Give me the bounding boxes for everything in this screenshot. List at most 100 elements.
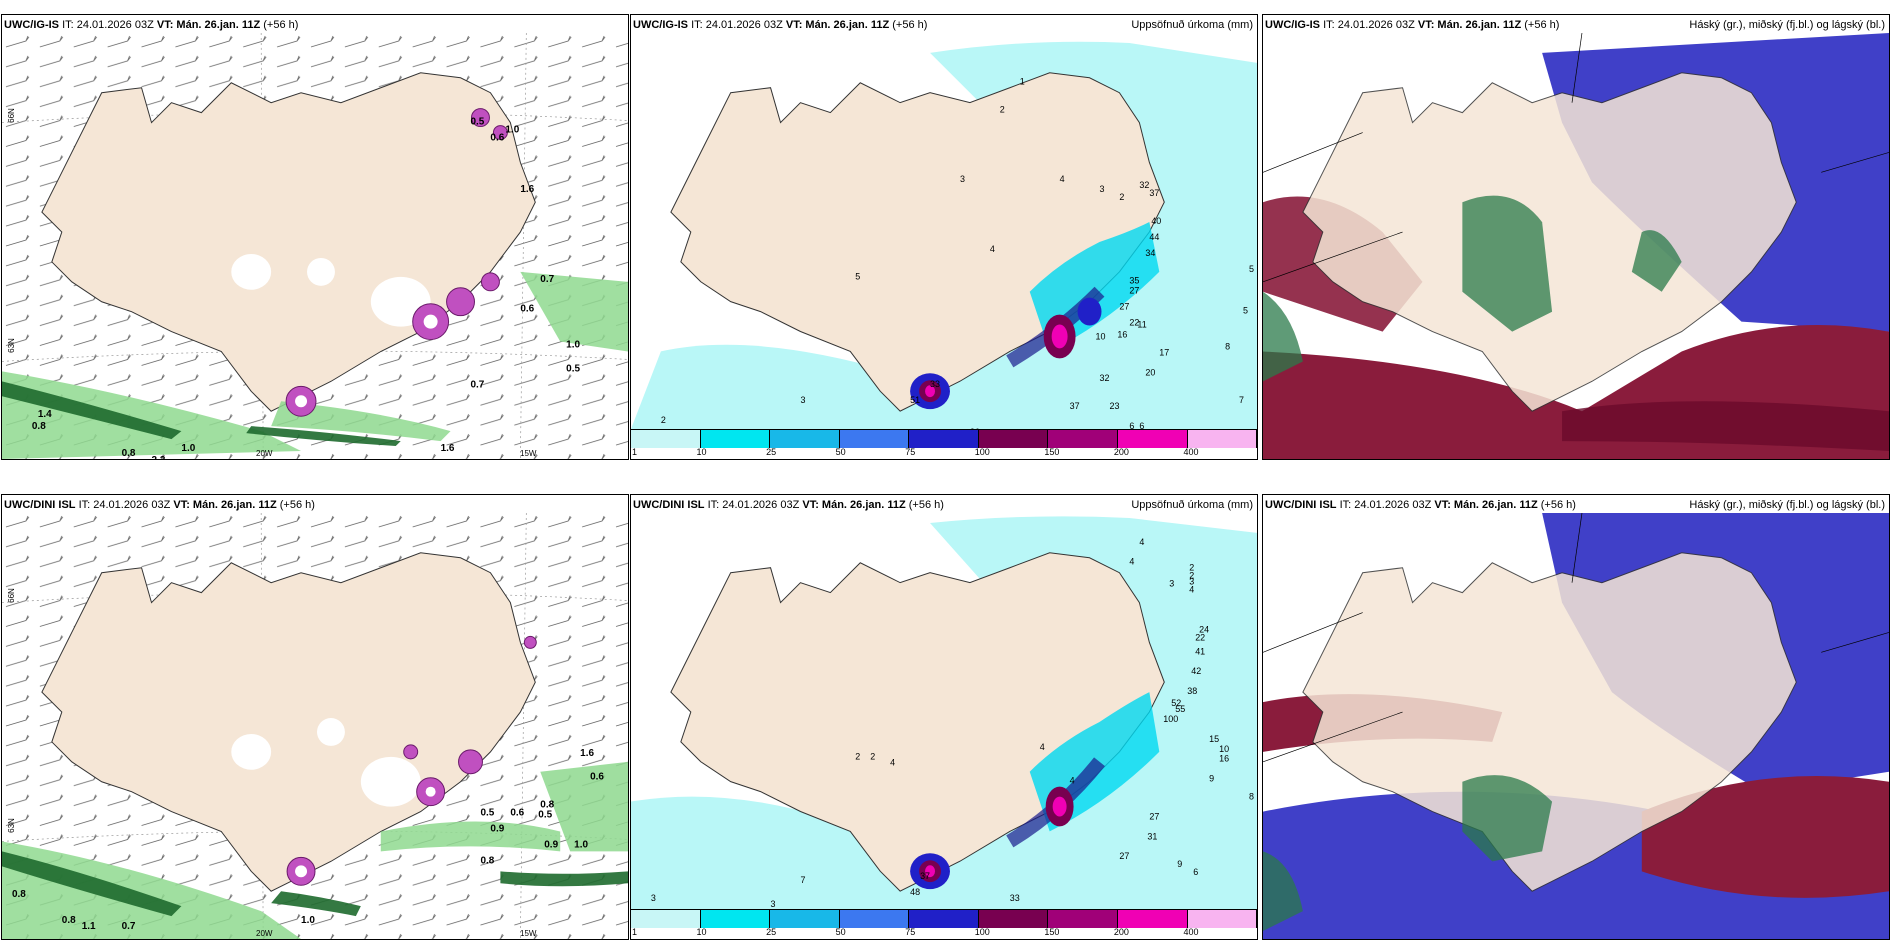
colorbar-tick: 50: [835, 927, 846, 937]
map-value-label: 0.5: [538, 810, 552, 821]
map-value-label: 11: [1137, 320, 1146, 330]
map-value-label: 40: [1151, 216, 1161, 226]
colorbar-swatch: [770, 430, 840, 448]
precip-colorbar: 1 10 25 50 75 100 150 200 400: [631, 429, 1257, 459]
model-name: UWC/IG-IS: [4, 19, 59, 31]
map-value-label: 24: [1199, 624, 1209, 634]
map-area: 1.6 0.6 0.8 0.5 0.6 0.5 0.9 0.8 1.0 0.8 0.8 1.1 0.7 1…: [2, 513, 628, 939]
map-svg: [1263, 33, 1889, 459]
map-value-label: 5: [1249, 264, 1254, 274]
model-name: UWC/DINI ISL: [1265, 499, 1337, 511]
map-value-label: 4: [1189, 585, 1194, 595]
init-time: IT: 24.01.2026 03Z: [707, 499, 800, 511]
map-value-label: 0.8: [12, 889, 26, 900]
map-value-label: 0.8: [122, 448, 136, 459]
precip-title: Uppsöfnuð úrkoma (mm): [1131, 499, 1253, 511]
colorbar-swatch: [978, 910, 1049, 928]
precip-title: Uppsöfnuð úrkoma (mm): [1131, 19, 1253, 31]
map-value-label: 3: [1100, 184, 1105, 194]
model-name: UWC/IG-IS: [633, 19, 688, 31]
precip-labels: 1234432323740443435272722111610172032233…: [661, 77, 1254, 429]
map-value-label: 10: [1219, 744, 1229, 754]
map-value-label: 2: [1000, 105, 1005, 115]
map-value-label: 0.6: [490, 133, 504, 144]
lead-time: (+56 h): [892, 19, 928, 31]
iceland-landmass: [41, 72, 536, 412]
map-value-label: 26: [970, 427, 980, 429]
map-value-label: 7: [800, 875, 805, 885]
colorbar-swatch: [700, 910, 771, 928]
map-value-label: 0.5: [566, 363, 580, 374]
colorbar-swatch: [1187, 430, 1257, 448]
map-value-label: 0.8: [32, 421, 46, 432]
map-value-label: 27: [1119, 851, 1129, 861]
model-name: UWC/DINI ISL: [4, 499, 76, 511]
init-time: IT: 24.01.2026 03Z: [78, 499, 171, 511]
map-value-label: 22: [1195, 632, 1205, 642]
map-value-label: 41: [1195, 646, 1205, 656]
map-area: [1263, 513, 1889, 939]
map-value-label: 2: [1189, 571, 1194, 581]
colorbar-tick: 150: [1044, 447, 1060, 457]
map-svg: [1263, 513, 1889, 939]
map-value-label: 23: [1109, 401, 1119, 411]
map-value-label: 1.6: [520, 184, 534, 195]
iceland-landmass: [1302, 552, 1797, 892]
map-value-label: 100: [1163, 714, 1178, 724]
map-value-label: 32: [1139, 180, 1149, 190]
colorbar-swatch: [770, 910, 840, 928]
map-value-label: 16: [1117, 329, 1127, 339]
map-value-label: 37: [1149, 188, 1159, 198]
panel-header: UWC/IG-IS IT: 24.01.2026 03Z VT: Mán. 26…: [633, 17, 1253, 33]
map-value-label: 1.6: [441, 443, 455, 454]
map-area: 0.50.61.01.60.70.61.00.50.71.61.02.30.81…: [2, 33, 628, 459]
cloud-title: Háský (gr.), miðský (fj.bl.) og lágský (…: [1689, 499, 1885, 511]
lon-label-20: 20W: [256, 449, 273, 458]
colorbar-tick: 10: [696, 447, 707, 457]
map-value-label: 9: [1177, 859, 1182, 869]
colorbar-swatch: [1117, 910, 1188, 928]
colorbar-swatches: [631, 909, 1257, 928]
map-value-label: 6: [1129, 421, 1134, 429]
valid-prefix: VT:: [802, 499, 819, 511]
iceland-landmass: [1302, 72, 1797, 412]
map-value-label: 0.8: [62, 915, 76, 926]
init-time: IT: 24.01.2026 03Z: [691, 19, 783, 31]
colorbar-tick: 150: [1044, 927, 1060, 937]
panel-header: UWC/DINI ISL IT: 24.01.2026 03Z VT: Mán.…: [1265, 497, 1885, 513]
map-value-label: 51: [910, 395, 920, 405]
map-value-label: 8: [1249, 792, 1254, 802]
init-time: IT: 24.01.2026 03Z: [1339, 499, 1432, 511]
map-value-label: 37: [920, 871, 930, 881]
valid-prefix: VT:: [1417, 19, 1435, 31]
map-value-label: 32: [1100, 373, 1110, 383]
colorbar-ticks: 1 10 25 50 75 100 150 200 400: [631, 447, 1257, 459]
lon-label-15: 15W: [520, 929, 537, 938]
colorbar-tick: 75: [905, 447, 916, 457]
colorbar-tick: 200: [1113, 447, 1129, 457]
colorbar-swatch: [909, 910, 979, 928]
colorbar-swatch: [700, 430, 771, 448]
colorbar-swatch: [978, 430, 1049, 448]
map-value-label: 3: [1189, 577, 1194, 587]
colorbar-swatch: [1117, 430, 1188, 448]
colorbar-tick: 25: [766, 927, 777, 937]
map-value-label: 0.5: [471, 117, 485, 128]
map-value-label: 20: [1145, 367, 1155, 377]
valid-prefix: VT:: [1434, 499, 1451, 511]
map-value-label: 7: [1239, 395, 1244, 405]
map-value-label: 55: [1175, 704, 1185, 714]
map-value-label: 0.6: [520, 304, 534, 315]
map-value-label: 27: [1149, 811, 1159, 821]
map-value-label: 0.8: [540, 800, 554, 811]
colorbar-swatch: [839, 910, 910, 928]
cloud-title: Háský (gr.), miðský (fj.bl.) og lágský (…: [1689, 19, 1885, 31]
precip-labels: 4422334242241423852551001510169273127374…: [651, 537, 1254, 909]
panel-header: UWC/DINI ISL IT: 24.01.2026 03Z VT: Mán.…: [4, 497, 624, 513]
colorbar-tick: 1: [632, 927, 638, 937]
valid-prefix: VT:: [173, 499, 190, 511]
map-value-label: 1.1: [82, 921, 96, 932]
map-value-label: 22: [1129, 318, 1139, 328]
lead-time: (+56 h): [1524, 19, 1560, 31]
map-value-label: 1: [1020, 77, 1025, 87]
